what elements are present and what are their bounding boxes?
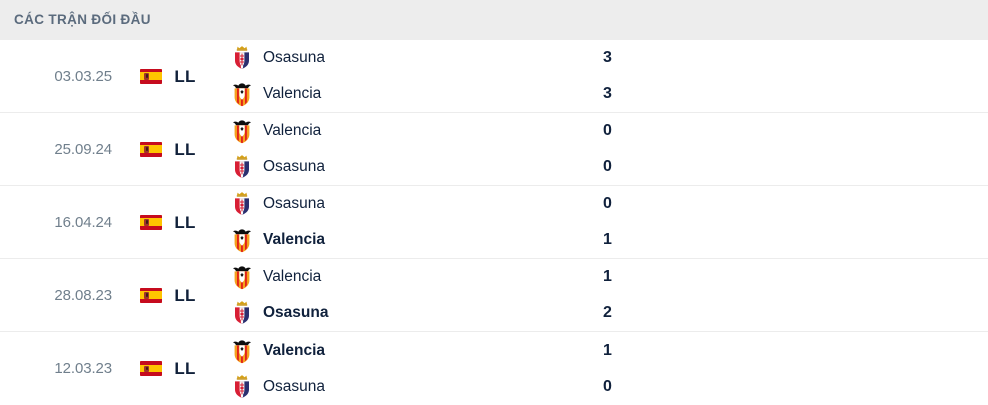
match-row[interactable]: 12.03.23 LL Valencia 1 Osasuna 0 xyxy=(0,332,988,405)
match-date-cell: 16.04.24 xyxy=(0,186,112,258)
competition-cell[interactable]: LL xyxy=(112,259,224,331)
team-home-line: Valencia 1 xyxy=(230,259,988,295)
team-name[interactable]: Valencia xyxy=(263,268,322,285)
competition-cell[interactable]: LL xyxy=(112,113,224,185)
team-score: 1 xyxy=(603,268,612,285)
match-row[interactable]: 03.03.25 LL Osasuna 3 Valencia 3 xyxy=(0,40,988,113)
match-date: 03.03.25 xyxy=(54,67,112,85)
osasuna-crest-icon xyxy=(230,374,254,400)
match-date: 12.03.23 xyxy=(54,360,112,377)
valencia-crest-icon xyxy=(230,264,254,290)
match-date-cell: 03.03.25 xyxy=(0,40,112,112)
spain-flag-icon xyxy=(140,287,163,303)
match-date-cell: 12.03.23 xyxy=(0,332,112,405)
team-name[interactable]: Osasuna xyxy=(263,304,329,321)
competition-code: LL xyxy=(174,139,196,159)
team-name[interactable]: Valencia xyxy=(263,341,326,359)
competition-code: LL xyxy=(174,359,196,378)
team-name[interactable]: Osasuna xyxy=(263,158,326,175)
page-title: CÁC TRẬN ĐỐI ĐẦU xyxy=(14,12,151,28)
team-score: 1 xyxy=(603,341,612,359)
team-name[interactable]: Osasuna xyxy=(263,195,326,212)
match-date: 25.09.24 xyxy=(54,140,112,158)
valencia-crest-icon xyxy=(230,227,254,253)
teams-and-scores: Valencia 1 Osasuna 0 xyxy=(224,332,988,405)
team-away-line: Valencia 1 xyxy=(230,222,988,258)
team-score: 0 xyxy=(603,158,612,175)
valencia-crest-icon xyxy=(230,338,254,364)
spain-flag-icon xyxy=(140,361,163,376)
team-away-line: Valencia 3 xyxy=(230,76,988,112)
widget-header: CÁC TRẬN ĐỐI ĐẦU xyxy=(0,0,988,40)
team-away-line: Osasuna 2 xyxy=(230,295,988,331)
team-home-line: Osasuna 3 xyxy=(230,40,988,76)
team-name[interactable]: Valencia xyxy=(263,122,322,139)
competition-cell[interactable]: LL xyxy=(112,186,224,258)
match-list: 03.03.25 LL Osasuna 3 Valencia 3 25.09.24 LL xyxy=(0,40,988,405)
team-score: 3 xyxy=(603,49,612,66)
competition-code: LL xyxy=(174,285,196,305)
osasuna-crest-icon xyxy=(230,45,254,71)
osasuna-crest-icon xyxy=(230,154,254,180)
valencia-crest-icon xyxy=(230,81,254,107)
match-row[interactable]: 16.04.24 LL Osasuna 0 Valencia 1 xyxy=(0,186,988,259)
team-name[interactable]: Osasuna xyxy=(263,49,326,66)
team-name[interactable]: Valencia xyxy=(263,231,326,248)
team-score: 1 xyxy=(603,231,612,248)
spain-flag-icon xyxy=(140,141,163,157)
team-name[interactable]: Valencia xyxy=(263,85,322,102)
match-date-cell: 28.08.23 xyxy=(0,259,112,331)
match-date: 16.04.24 xyxy=(54,213,112,231)
match-row[interactable]: 25.09.24 LL Valencia 0 Osasuna 0 xyxy=(0,113,988,186)
team-home-line: Valencia 1 xyxy=(230,333,988,369)
team-score: 3 xyxy=(603,85,612,102)
match-row[interactable]: 28.08.23 LL Valencia 1 Osasuna 2 xyxy=(0,259,988,332)
teams-and-scores: Osasuna 0 Valencia 1 xyxy=(224,186,988,258)
competition-cell[interactable]: LL xyxy=(112,40,224,112)
competition-code: LL xyxy=(174,212,196,232)
teams-and-scores: Valencia 0 Osasuna 0 xyxy=(224,113,988,185)
spain-flag-icon xyxy=(140,214,163,230)
team-name[interactable]: Osasuna xyxy=(263,377,326,395)
osasuna-crest-icon xyxy=(230,300,254,326)
team-home-line: Valencia 0 xyxy=(230,113,988,149)
match-date: 28.08.23 xyxy=(54,286,112,304)
team-score: 0 xyxy=(603,122,612,139)
match-date-cell: 25.09.24 xyxy=(0,113,112,185)
team-score: 0 xyxy=(603,377,612,395)
team-away-line: Osasuna 0 xyxy=(230,149,988,185)
team-home-line: Osasuna 0 xyxy=(230,186,988,222)
team-score: 2 xyxy=(603,304,612,321)
teams-and-scores: Valencia 1 Osasuna 2 xyxy=(224,259,988,331)
valencia-crest-icon xyxy=(230,118,254,144)
team-away-line: Osasuna 0 xyxy=(230,369,988,405)
spain-flag-icon xyxy=(140,68,163,84)
osasuna-crest-icon xyxy=(230,191,254,217)
teams-and-scores: Osasuna 3 Valencia 3 xyxy=(224,40,988,112)
competition-cell[interactable]: LL xyxy=(112,332,224,405)
team-score: 0 xyxy=(603,195,612,212)
competition-code: LL xyxy=(174,66,196,86)
